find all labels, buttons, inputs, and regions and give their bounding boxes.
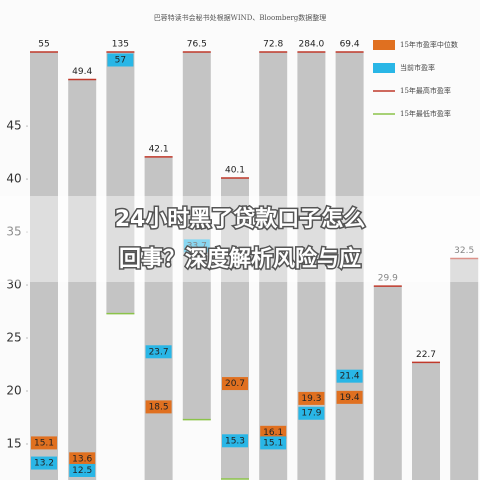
range-bar: [335, 52, 364, 480]
value-box: [260, 425, 287, 439]
range-bar: [68, 79, 97, 480]
banner-band: [0, 196, 480, 282]
value-box: [107, 53, 134, 67]
value-box: [222, 434, 248, 448]
value-box: [31, 436, 57, 450]
value-label: 23.7: [149, 347, 169, 357]
range-bar: [259, 52, 288, 480]
y-tick-label: 15: [6, 436, 21, 450]
value-label: 20.7: [225, 379, 245, 389]
max-label: 55: [38, 40, 49, 50]
value-label: 19.3: [301, 394, 321, 404]
chart-subtitle: 巴蓉特读书会秘书处根据WIND、Bloomberg数据整理: [154, 13, 327, 22]
value-label: 15.1: [263, 438, 283, 448]
value-box: [183, 239, 210, 253]
value-label: 57: [115, 56, 126, 66]
value-box: [336, 369, 363, 383]
value-label: 13.2: [34, 459, 54, 469]
value-box: [222, 377, 248, 391]
legend-label: 15年最低市盈率: [400, 109, 451, 118]
max-label: 42.1: [149, 144, 169, 154]
value-label: 17.9: [301, 409, 321, 419]
value-box: [298, 406, 325, 420]
max-label: 76.5: [187, 40, 207, 50]
legend-label: 15年市盈率中位数: [400, 40, 458, 49]
range-bar: [412, 362, 440, 480]
range-bar: [182, 52, 211, 420]
y-tick-label: 40: [6, 172, 21, 186]
range-bar: [450, 258, 479, 480]
legend-swatch: [373, 63, 395, 73]
max-label: 22.7: [416, 350, 436, 360]
y-tick-label: 30: [6, 278, 21, 292]
max-label: 40.1: [225, 166, 245, 176]
value-box: [69, 452, 96, 466]
value-label: 21.4: [340, 372, 360, 382]
range-bar: [373, 286, 402, 480]
value-label: 16.1: [263, 428, 283, 438]
value-label: 33.7: [187, 241, 207, 251]
value-label: 19.4: [340, 393, 360, 403]
value-box: [31, 456, 57, 470]
value-box: [145, 345, 172, 359]
range-bar: [30, 52, 58, 480]
value-label: 13.6: [72, 454, 92, 464]
max-label: 284.0: [299, 40, 325, 50]
range-bar: [106, 52, 135, 314]
y-tick-label: 35: [6, 225, 21, 239]
value-label: 15.3: [225, 436, 245, 446]
y-tick-label: 25: [6, 331, 21, 345]
legend-label: 当前市盈率: [400, 63, 435, 72]
banner-line: 24小时黑了贷款口子怎么: [115, 206, 366, 232]
max-label: 69.4: [340, 40, 360, 50]
value-box: [260, 436, 287, 450]
range-bar: [144, 156, 173, 480]
value-box: [298, 391, 325, 405]
value-label: 18.5: [149, 402, 169, 412]
banner-line: 回事？深度解析风险与应: [119, 246, 361, 272]
range-bar: [221, 178, 249, 479]
max-label: 72.8: [263, 40, 283, 50]
plot: 15 20 25 30 35 40 45 55 15.1 13.2 49.4 13.6 12.5 135 5…: [6, 40, 479, 480]
legend-label: 15年最高市盈率: [400, 86, 451, 95]
legend-swatch: [373, 40, 395, 50]
value-label: 15.1: [34, 438, 54, 448]
max-label: 32.5: [454, 246, 474, 256]
y-tick-label: 20: [6, 383, 21, 397]
value-label: 12.5: [72, 466, 92, 476]
value-box: [69, 463, 96, 477]
max-label: 49.4: [72, 67, 92, 77]
y-tick-label: 45: [6, 119, 21, 133]
value-box: [145, 400, 172, 414]
max-label: 135: [112, 40, 129, 50]
max-label: 29.9: [378, 274, 398, 284]
value-box: [336, 390, 363, 404]
